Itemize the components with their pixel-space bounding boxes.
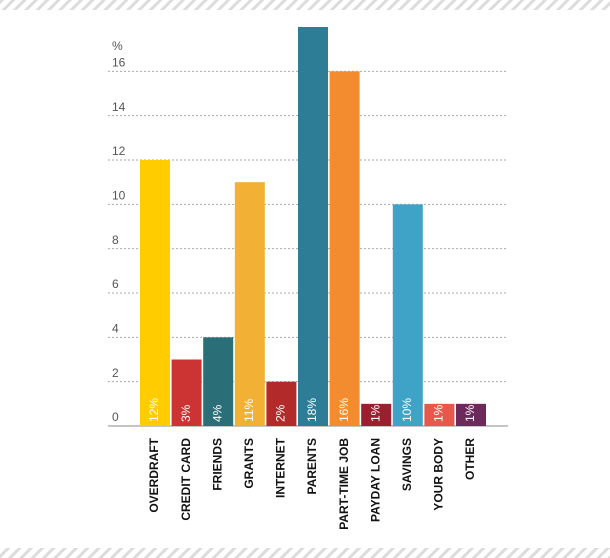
x-tick-label: PAYDAY LOAN xyxy=(368,438,382,522)
y-tick-label: 8 xyxy=(112,233,119,247)
value-label: 3% xyxy=(179,404,193,422)
value-label: 1% xyxy=(463,404,477,422)
value-label: 1% xyxy=(432,404,446,422)
x-tick-label: PART-TIME JOB xyxy=(337,438,351,530)
y-tick-label: 14 xyxy=(112,100,126,114)
y-tick-label: 0 xyxy=(112,410,119,424)
bar xyxy=(171,359,202,426)
value-label: 11% xyxy=(242,399,256,422)
y-tick-label: 10 xyxy=(112,189,126,203)
bar xyxy=(266,381,297,426)
x-tick-label: OTHER xyxy=(463,438,477,480)
x-tick-label: YOUR BODY xyxy=(432,438,446,511)
bottom-border xyxy=(0,548,610,558)
value-label: 12% xyxy=(147,398,161,422)
bar xyxy=(329,71,360,426)
value-label: 16% xyxy=(337,398,351,422)
bar xyxy=(361,403,392,426)
bar xyxy=(298,27,328,426)
bar xyxy=(234,182,265,426)
x-tick-label: FRIENDS xyxy=(210,438,224,491)
bar xyxy=(392,204,423,426)
top-border xyxy=(0,0,610,10)
y-tick-label: 4 xyxy=(112,322,119,336)
x-tick-label: SAVINGS xyxy=(400,438,414,491)
bar xyxy=(140,160,170,426)
value-label: 1% xyxy=(368,404,382,422)
y-tick-label: 16 xyxy=(112,56,126,70)
x-tick-label: CREDIT CARD xyxy=(179,438,193,521)
value-label: 10% xyxy=(400,398,414,422)
y-tick-label: 2 xyxy=(112,366,119,380)
bar xyxy=(424,403,455,426)
value-label: 4% xyxy=(210,404,224,422)
value-label: 2% xyxy=(274,404,288,422)
x-tick-label: GRANTS xyxy=(242,438,256,489)
bar xyxy=(456,403,486,426)
bar xyxy=(203,337,234,426)
y-tick-label: 6 xyxy=(112,277,119,291)
x-tick-label: OVERDRAFT xyxy=(147,437,161,512)
x-tick-label: INTERNET xyxy=(274,437,288,498)
x-tick-label: PARENTS xyxy=(305,438,319,494)
y-axis-label: % xyxy=(112,39,123,53)
value-label: 18% xyxy=(305,398,319,422)
y-tick-label: 12 xyxy=(112,144,126,158)
